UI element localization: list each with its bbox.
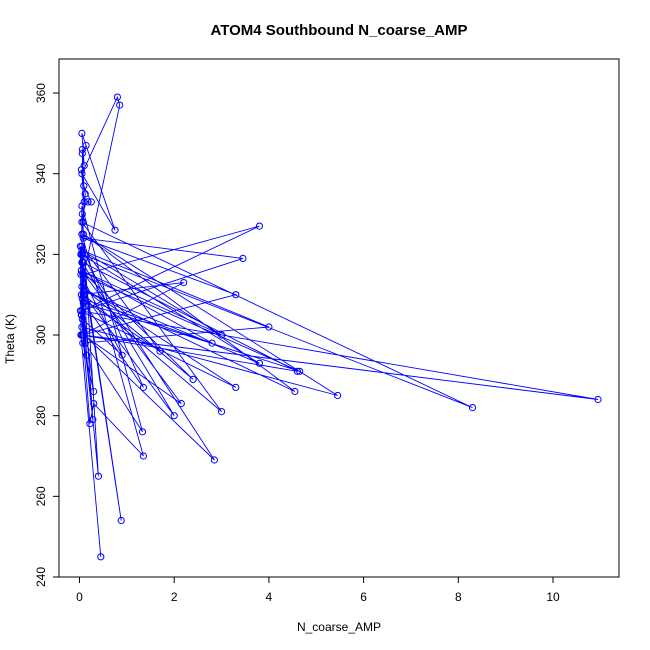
data-point — [218, 408, 226, 416]
y-tick-label: 260 — [34, 486, 48, 506]
data-point — [94, 472, 103, 480]
chart-title: ATOM4 Southbound N_coarse_AMP — [211, 22, 468, 39]
x-axis-label: N_coarse_AMP — [297, 620, 381, 634]
data-point — [139, 452, 147, 460]
data-point — [180, 279, 188, 287]
data-point — [79, 234, 87, 242]
data-point — [334, 391, 342, 400]
data-point — [139, 383, 147, 391]
data-point — [89, 416, 97, 424]
y-tick-label: 300 — [34, 325, 48, 345]
data-point — [80, 299, 88, 307]
data-point — [189, 375, 197, 383]
data-point — [80, 291, 88, 299]
x-tick-label: 6 — [360, 590, 367, 604]
series-layer — [76, 93, 602, 561]
data-point — [78, 149, 86, 158]
data-point — [78, 323, 86, 331]
data-point — [232, 291, 240, 299]
y-tick-label: 360 — [34, 83, 48, 103]
data-point — [78, 307, 86, 315]
data-point — [78, 315, 86, 323]
y-tick-label: 240 — [34, 567, 48, 587]
data-point — [77, 291, 86, 299]
data-point — [77, 250, 86, 258]
data-point — [81, 339, 89, 347]
data-point — [293, 367, 301, 375]
data-point — [90, 387, 98, 396]
data-point — [77, 311, 86, 319]
data-point — [116, 101, 124, 109]
x-tick-label: 4 — [266, 590, 273, 604]
data-point — [82, 141, 90, 150]
y-tick-label: 340 — [34, 163, 48, 183]
data-point — [78, 170, 86, 178]
y-tick-label: 280 — [34, 405, 48, 425]
data-point — [210, 456, 218, 464]
data-point — [265, 323, 273, 331]
data-point — [177, 400, 185, 408]
data-point — [118, 351, 126, 359]
data-point — [468, 404, 477, 412]
data-point — [78, 283, 86, 291]
data-point — [97, 553, 105, 561]
data-point — [78, 210, 86, 218]
data-point — [117, 516, 125, 525]
x-axis: 0 2 4 6 8 10 — [76, 576, 560, 604]
data-point — [78, 246, 86, 254]
data-point — [78, 331, 86, 339]
data-point — [255, 359, 263, 367]
data-point — [77, 270, 85, 279]
data-point — [79, 218, 87, 226]
y-axis-label: Theta (K) — [3, 314, 17, 364]
data-point — [255, 222, 263, 230]
data-point — [291, 387, 299, 396]
data-point — [78, 242, 86, 250]
data-point — [84, 198, 92, 206]
data-point — [232, 383, 240, 391]
data-point — [87, 198, 95, 206]
x-tick-label: 8 — [455, 590, 462, 604]
data-point — [80, 182, 88, 190]
data-point — [113, 93, 122, 101]
data-point — [208, 339, 216, 347]
data-point — [78, 145, 86, 154]
data-point — [170, 412, 178, 420]
data-point — [77, 166, 86, 174]
x-tick-label: 2 — [171, 590, 178, 604]
data-point — [218, 331, 226, 339]
data-point — [138, 428, 147, 436]
data-point — [80, 270, 88, 279]
data-point — [77, 266, 86, 275]
data-point — [79, 230, 87, 238]
data-point — [78, 202, 86, 210]
data-point — [156, 347, 164, 355]
data-point — [81, 190, 89, 198]
data-point — [78, 129, 86, 137]
data-point — [78, 295, 86, 303]
data-point — [594, 395, 602, 404]
data-point — [90, 400, 98, 408]
data-point — [79, 258, 87, 266]
x-tick-label: 10 — [546, 590, 560, 604]
data-point — [111, 226, 119, 234]
data-point — [239, 254, 247, 262]
data-point — [79, 339, 87, 347]
data-point — [296, 367, 304, 375]
data-point — [83, 351, 91, 359]
x-tick-label: 0 — [76, 590, 83, 604]
y-tick-label: 320 — [34, 244, 48, 264]
data-point — [80, 198, 88, 206]
y-axis: 240 260 280 300 320 340 360 — [34, 83, 60, 587]
